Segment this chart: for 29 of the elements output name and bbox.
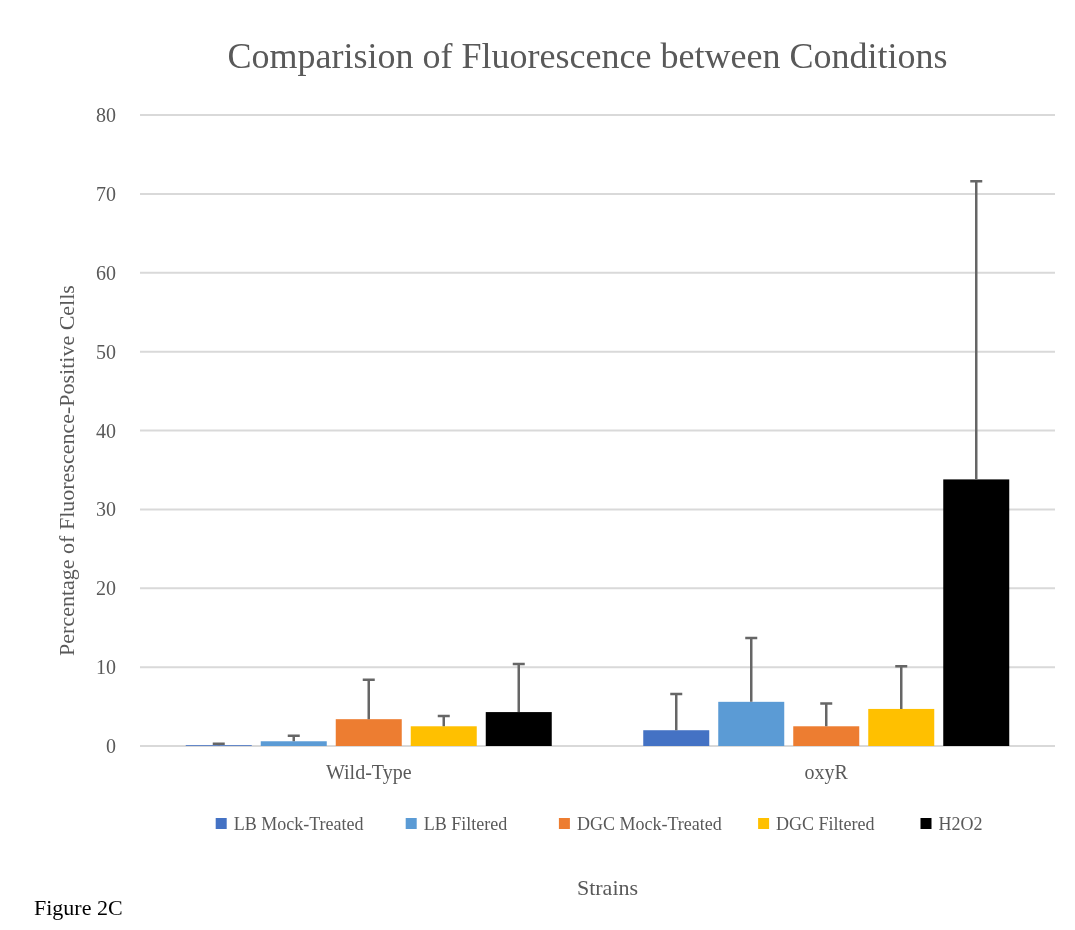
- y-tick-label: 60: [96, 261, 116, 284]
- y-tick-label: 50: [96, 340, 116, 363]
- bar: [868, 708, 935, 746]
- y-tick-label: 0: [106, 735, 116, 757]
- y-tick-label: 80: [96, 104, 116, 126]
- x-axis-title: Strains: [576, 875, 639, 900]
- bar: [260, 741, 327, 746]
- y-tick-label: 40: [96, 419, 116, 442]
- chart-title: Comparision of Fluorescence between Conditions: [227, 36, 948, 76]
- bar: [793, 726, 860, 746]
- bar: [335, 719, 402, 746]
- legend-label: LB Filtered: [423, 814, 508, 835]
- y-axis-title: Percentage of Fluorescence-Positive Cells: [54, 285, 79, 656]
- bar: [643, 730, 710, 746]
- legend-label: LB Mock-Treated: [233, 814, 364, 835]
- bar: [485, 712, 552, 746]
- y-tick-label: 20: [96, 577, 116, 600]
- x-tick-label: Wild-Type: [325, 761, 412, 784]
- legend-label: DGC Mock-Treated: [576, 814, 722, 835]
- y-tick-label: 30: [96, 498, 116, 521]
- legend-label: H2O2: [938, 814, 983, 835]
- y-tick-label: 70: [96, 182, 116, 205]
- bar: [410, 726, 477, 746]
- legend-label: DGC Filtered: [776, 814, 875, 835]
- caption: Figure 2C: [34, 895, 123, 920]
- x-tick-label: oxyR: [804, 761, 849, 784]
- bar: [943, 479, 1010, 746]
- bar: [718, 701, 785, 746]
- y-tick-label: 10: [96, 656, 116, 679]
